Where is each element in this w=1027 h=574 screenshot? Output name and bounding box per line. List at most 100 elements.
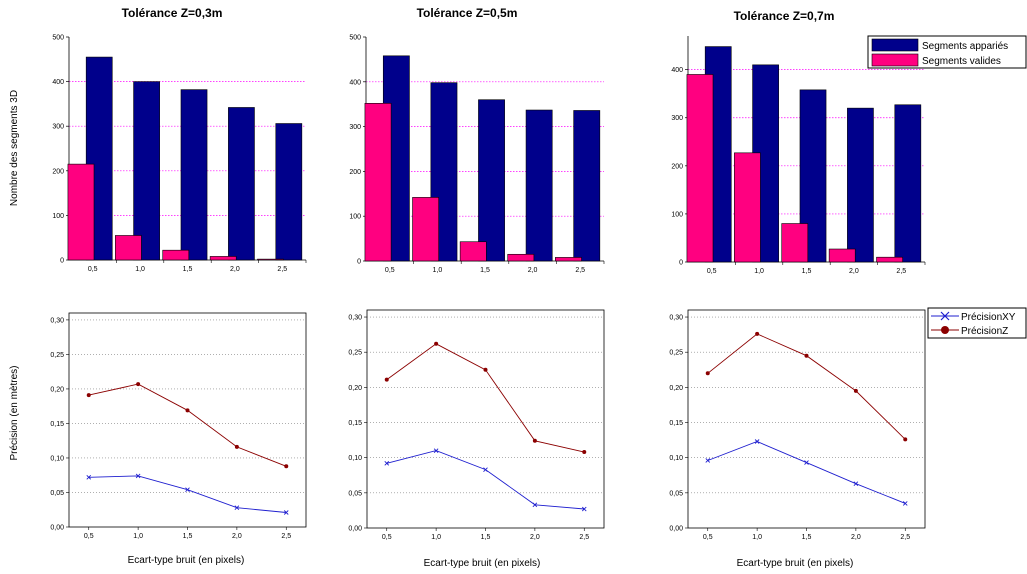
bar-chart-2-title: Tolérance Z=0,5m [417, 6, 518, 20]
y-tick-label: 100 [52, 213, 64, 220]
x-tick-label: 0,5 [703, 534, 713, 541]
point-z [804, 353, 809, 358]
y-tick-label: 0,10 [50, 455, 64, 462]
x-tick-label: 0,5 [385, 267, 395, 274]
bar-valides [781, 223, 809, 263]
series-line-xy [88, 475, 287, 513]
bar-y-axis-label: Nombre des segments 3D [9, 90, 20, 206]
x-tick-label: 2,5 [277, 266, 287, 273]
legend-label-apparies: Segments appariés [922, 41, 1008, 52]
bar-apparies [180, 89, 208, 261]
point-z [903, 437, 908, 442]
point-z [234, 444, 239, 449]
y-tick-label: 0,00 [348, 526, 362, 533]
line-chart-3-x-label: Ecart-type bruit (en pixels) [737, 558, 854, 569]
x-tick-label: 2,5 [579, 534, 589, 541]
legend-label-valides: Segments valides [922, 56, 1001, 67]
bar-chart-1: 0 100 200 300 400 500 0,5 1,0 1,5 2,0 2,5 [52, 35, 307, 273]
bar-apparies [133, 81, 160, 261]
x-tick-label: 2,5 [281, 533, 291, 540]
x-tick-label: 1,5 [481, 534, 491, 541]
x-tick-label: 2,0 [851, 534, 861, 541]
point-xy [705, 458, 711, 463]
y-tick-label: 400 [349, 79, 361, 86]
y-tick-label: 200 [671, 163, 683, 170]
y-tick-label: 500 [52, 35, 64, 42]
y-tick-label: 0,20 [50, 386, 64, 393]
bar-valides [257, 258, 284, 261]
bar-chart-3: 0 100 200 300 400 0,5 1,0 1,5 2,0 2,5 [671, 36, 926, 275]
point-xy [185, 487, 190, 493]
line-chart-2: 0,00 0,05 0,10 0,15 0,20 0,25 0,30 0,5 1,0 1,5 2,0… [348, 309, 605, 541]
x-tick-label: 1,5 [183, 533, 193, 540]
y-tick-label: 0,15 [669, 420, 683, 427]
point-z [434, 341, 439, 346]
bar-chart-1-title: Tolérance Z=0,3m [122, 6, 223, 20]
bar-apparies [525, 109, 553, 262]
bar-valides [555, 257, 582, 262]
series-line-xy [386, 450, 585, 510]
y-tick-label: 100 [671, 211, 683, 218]
y-tick-label: 0,05 [669, 490, 683, 497]
y-tick-label: 0,15 [348, 420, 362, 427]
point-xy [804, 460, 809, 465]
x-tick-label: 0,5 [88, 266, 98, 273]
y-tick-label: 500 [349, 35, 361, 42]
y-tick-label: 400 [671, 67, 683, 74]
point-xy [283, 510, 289, 515]
y-tick-label: 0,25 [669, 350, 683, 357]
point-z [136, 382, 141, 387]
x-tick-label: 0,5 [382, 534, 392, 541]
bar-apparies [228, 107, 255, 261]
line-chart-1-x-label: Ecart-type bruit (en pixels) [128, 555, 245, 566]
plot-frame [68, 312, 307, 528]
point-z [853, 388, 858, 393]
x-tick-label: 1,0 [431, 534, 441, 541]
point-z [705, 371, 710, 376]
series-line-z [707, 333, 906, 440]
bar-valides [412, 197, 440, 262]
point-xy [86, 474, 92, 480]
y-tick-label: 0,20 [348, 385, 362, 392]
x-tick-label: 2,0 [528, 267, 538, 274]
y-tick-label: 0,10 [348, 455, 362, 462]
bar-valides [364, 103, 392, 262]
line-chart-3: 0,00 0,05 0,10 0,15 0,20 0,25 0,30 0,5 1,0 1,5 2,0… [669, 309, 926, 541]
y-tick-label: 100 [349, 214, 361, 221]
point-z [483, 367, 488, 372]
y-tick-label: 0,20 [669, 385, 683, 392]
bar-legend: Segments appariés Segments valides [867, 35, 1027, 69]
y-tick-label: 0,30 [348, 315, 362, 322]
point-xy [433, 448, 439, 453]
bar-valides [686, 74, 714, 263]
x-tick-label: 2,0 [530, 534, 540, 541]
bar-valides [828, 248, 856, 263]
point-xy [902, 501, 908, 506]
bar-valides [115, 235, 142, 261]
bar-apparies [894, 104, 922, 263]
y-tick-label: 0,15 [50, 421, 64, 428]
y-tick-label: 300 [52, 124, 64, 131]
y-tick-label: 0,00 [669, 526, 683, 533]
point-xy [581, 506, 587, 512]
x-tick-label: 1,0 [135, 266, 145, 273]
point-xy [384, 460, 390, 466]
legend-marker-z [941, 326, 949, 334]
x-tick-label: 2,0 [230, 266, 240, 273]
bar-valides [209, 256, 237, 261]
point-z [384, 377, 389, 382]
y-tick-label: 400 [52, 79, 64, 86]
bar-valides [67, 163, 95, 261]
bar-valides [507, 253, 535, 262]
y-tick-label: 200 [52, 168, 64, 175]
legend-label-z: PrécisionZ [961, 326, 1008, 337]
point-z [532, 438, 537, 443]
line-chart-1: 0,00 0,05 0,10 0,15 0,20 0,25 0,30 0,5 1,0 1,5 2,0… [50, 312, 307, 540]
x-tick-label: 1,0 [433, 267, 443, 274]
x-tick-label: 1,5 [802, 268, 812, 275]
y-tick-label: 0,25 [348, 350, 362, 357]
y-tick-label: 0 [679, 260, 683, 267]
y-tick-label: 0,00 [50, 525, 64, 532]
bar-valides [162, 249, 190, 261]
